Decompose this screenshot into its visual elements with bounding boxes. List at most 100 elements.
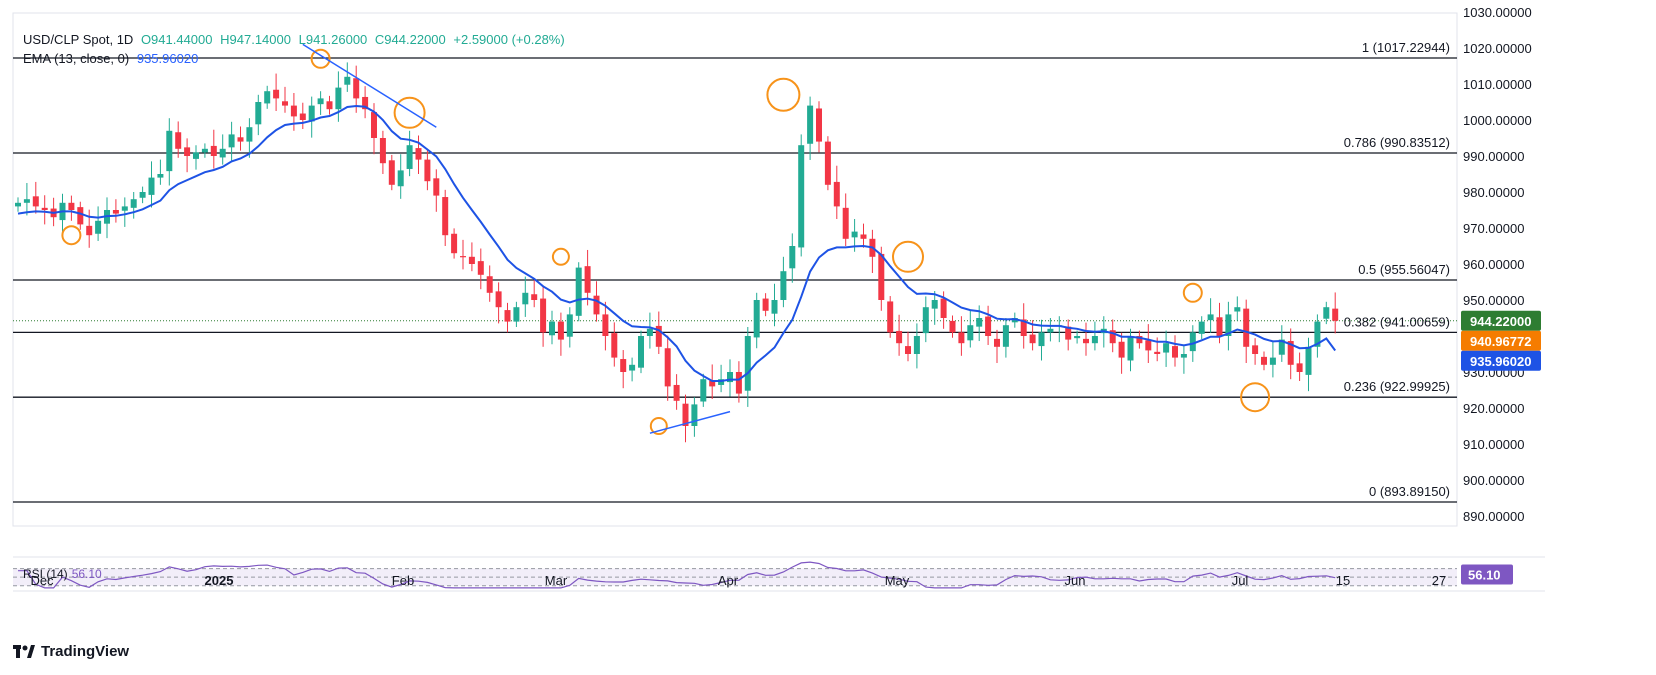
- candle-body[interactable]: [264, 91, 271, 104]
- candle-body[interactable]: [798, 145, 805, 248]
- candle-body[interactable]: [353, 78, 360, 99]
- candle-body[interactable]: [949, 320, 956, 333]
- candle-body[interactable]: [255, 102, 262, 125]
- symbol-label[interactable]: USD/CLP Spot, 1D: [23, 32, 134, 47]
- candle-body[interactable]: [1296, 363, 1303, 372]
- candle-body[interactable]: [646, 328, 653, 336]
- candle-body[interactable]: [1305, 346, 1312, 375]
- candle-body[interactable]: [691, 404, 698, 426]
- candle-body[interactable]: [1287, 341, 1294, 365]
- candle-body[interactable]: [175, 132, 182, 149]
- candle-body[interactable]: [486, 276, 493, 293]
- candle-body[interactable]: [41, 207, 48, 210]
- candle-body[interactable]: [1225, 314, 1232, 336]
- candle-body[interactable]: [1163, 343, 1170, 353]
- candle-body[interactable]: [273, 89, 280, 99]
- candle-body[interactable]: [549, 321, 555, 336]
- candle-body[interactable]: [1216, 317, 1223, 336]
- candle-body[interactable]: [673, 384, 680, 401]
- swing-marker-circle[interactable]: [1182, 282, 1203, 303]
- candle-body[interactable]: [807, 105, 814, 144]
- candle-body[interactable]: [68, 202, 75, 210]
- candle-body[interactable]: [15, 202, 21, 207]
- candle-body[interactable]: [451, 233, 458, 254]
- candle-body[interactable]: [1234, 307, 1241, 312]
- candle-body[interactable]: [282, 101, 288, 106]
- candle-body[interactable]: [1189, 332, 1196, 352]
- candle-body[interactable]: [1243, 308, 1250, 347]
- candle-body[interactable]: [112, 210, 119, 214]
- candle-body[interactable]: [495, 291, 502, 308]
- candle-body[interactable]: [940, 298, 947, 318]
- swing-marker-circle[interactable]: [310, 48, 331, 69]
- candle-body[interactable]: [130, 199, 137, 208]
- candle-body[interactable]: [985, 316, 992, 336]
- candle-body[interactable]: [851, 231, 858, 238]
- candle-body[interactable]: [1198, 321, 1205, 334]
- candle-body[interactable]: [1154, 351, 1161, 354]
- candle-body[interactable]: [121, 206, 128, 211]
- candle-body[interactable]: [664, 348, 671, 387]
- candle-body[interactable]: [718, 379, 725, 385]
- candle-body[interactable]: [1109, 330, 1116, 344]
- candle-body[interactable]: [753, 300, 760, 338]
- candle-body[interactable]: [246, 127, 253, 142]
- candle-body[interactable]: [184, 147, 191, 156]
- candle-body[interactable]: [344, 76, 351, 85]
- candle-body[interactable]: [1323, 307, 1330, 319]
- candle-body[interactable]: [833, 181, 840, 207]
- candle-body[interactable]: [335, 87, 342, 110]
- ema-label[interactable]: EMA (13, close, 0): [23, 51, 130, 66]
- candle-body[interactable]: [433, 178, 440, 196]
- swing-marker-circle[interactable]: [1240, 382, 1271, 413]
- candle-body[interactable]: [620, 359, 627, 372]
- candle-body[interactable]: [905, 346, 911, 354]
- candle-body[interactable]: [762, 298, 769, 311]
- trend-line[interactable]: [649, 410, 731, 434]
- candle-body[interactable]: [887, 301, 894, 333]
- candle-body[interactable]: [1038, 332, 1045, 347]
- candle-body[interactable]: [531, 294, 538, 300]
- candle-body[interactable]: [682, 403, 689, 426]
- candle-body[interactable]: [513, 307, 520, 322]
- candle-body[interactable]: [967, 325, 974, 341]
- candle-body[interactable]: [860, 234, 867, 239]
- candle-body[interactable]: [308, 105, 315, 122]
- candle-body[interactable]: [700, 379, 707, 402]
- candle-body[interactable]: [958, 332, 965, 344]
- candle-body[interactable]: [1011, 318, 1018, 323]
- candle-body[interactable]: [228, 134, 235, 148]
- candle-body[interactable]: [219, 148, 226, 158]
- candle-body[interactable]: [326, 101, 333, 110]
- candle-body[interactable]: [1269, 357, 1276, 365]
- candle-body[interactable]: [896, 330, 903, 344]
- candle-body[interactable]: [611, 333, 618, 358]
- candle-body[interactable]: [1145, 340, 1152, 351]
- candle-body[interactable]: [584, 266, 591, 293]
- swing-marker-circle[interactable]: [649, 417, 668, 435]
- candle-body[interactable]: [789, 246, 796, 269]
- swing-marker-circle[interactable]: [61, 225, 82, 246]
- candle-body[interactable]: [1136, 336, 1143, 344]
- candle-body[interactable]: [477, 261, 484, 275]
- candle-body[interactable]: [86, 225, 93, 236]
- candle-body[interactable]: [157, 174, 164, 178]
- candle-body[interactable]: [1252, 345, 1259, 354]
- candle-body[interactable]: [638, 336, 644, 368]
- candle-body[interactable]: [95, 220, 102, 234]
- candle-body[interactable]: [602, 314, 609, 336]
- candle-body[interactable]: [931, 300, 938, 309]
- candle-body[interactable]: [976, 318, 983, 327]
- candle-body[interactable]: [557, 321, 564, 340]
- candle-body[interactable]: [201, 148, 208, 153]
- candle-body[interactable]: [878, 253, 885, 300]
- candle-body[interactable]: [1002, 325, 1009, 347]
- candle-body[interactable]: [1091, 336, 1098, 344]
- candle-body[interactable]: [406, 145, 413, 169]
- candle-body[interactable]: [771, 300, 778, 314]
- candle-body[interactable]: [1172, 346, 1178, 358]
- candle-body[interactable]: [32, 196, 39, 207]
- candle-body[interactable]: [540, 298, 547, 333]
- candle-body[interactable]: [424, 159, 431, 182]
- candle-body[interactable]: [23, 199, 30, 203]
